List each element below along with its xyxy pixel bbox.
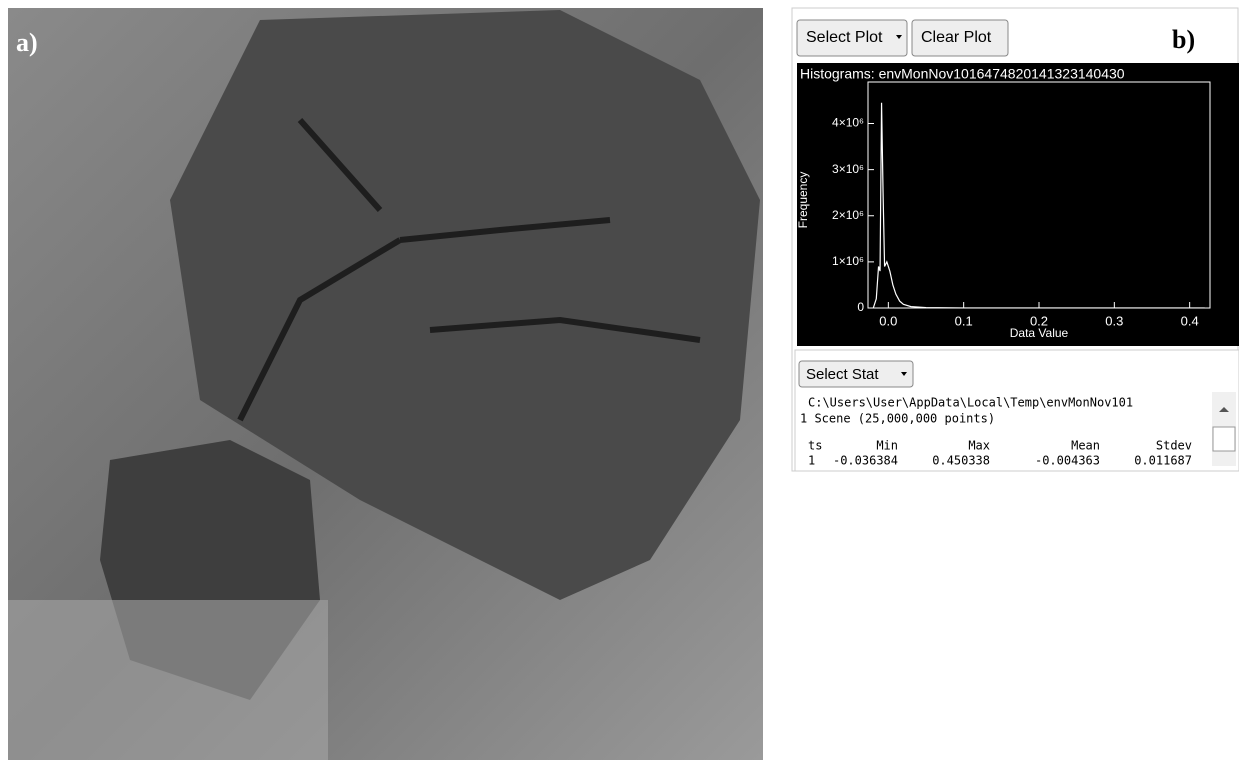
button-label: Select Plot — [806, 29, 883, 46]
stats-header: Stdev — [1156, 439, 1192, 453]
stats-header: Max — [968, 439, 990, 453]
panel-label: a) — [16, 28, 38, 57]
y-axis-label: Frequency — [796, 172, 810, 229]
y-tick-label: 2×10⁶ — [832, 208, 864, 222]
stats-scene: 1 Scene (25,000,000 points) — [800, 412, 995, 426]
x-tick-label: 0.1 — [955, 313, 973, 328]
stats-header: ts — [808, 439, 822, 453]
satellite-image — [8, 8, 763, 760]
x-tick-label: 0.0 — [879, 313, 897, 328]
y-tick-label: 4×10⁶ — [832, 116, 864, 130]
stats-cell: -0.004363 — [1035, 454, 1100, 468]
figure: a) Select Plot Clear Plot b) Histograms:… — [0, 0, 1239, 760]
stats-path: C:\Users\User\AppData\Local\Temp\envMonN… — [808, 396, 1133, 410]
x-tick-label: 0.4 — [1181, 313, 1199, 328]
panel-label: b) — [1172, 25, 1195, 54]
stats-cell: 0.450338 — [932, 454, 990, 468]
button-label: Clear Plot — [921, 29, 992, 46]
stats-header: Min — [876, 439, 898, 453]
scroll-thumb[interactable] — [1213, 427, 1235, 451]
stats-cell: 0.011687 — [1134, 454, 1192, 468]
button-label: Select Stat — [806, 366, 879, 383]
stats-header: Mean — [1071, 439, 1100, 453]
y-tick-label: 3×10⁶ — [832, 162, 864, 176]
y-tick-label: 0 — [857, 300, 864, 314]
y-tick-label: 1×10⁶ — [832, 254, 864, 268]
stats-cell: 1 — [808, 454, 815, 468]
x-tick-label: 0.2 — [1030, 313, 1048, 328]
stats-cell: -0.036384 — [833, 454, 898, 468]
chart-title: Histograms: envMonNov1016474820141323140… — [800, 66, 1125, 82]
x-tick-label: 0.3 — [1105, 313, 1123, 328]
